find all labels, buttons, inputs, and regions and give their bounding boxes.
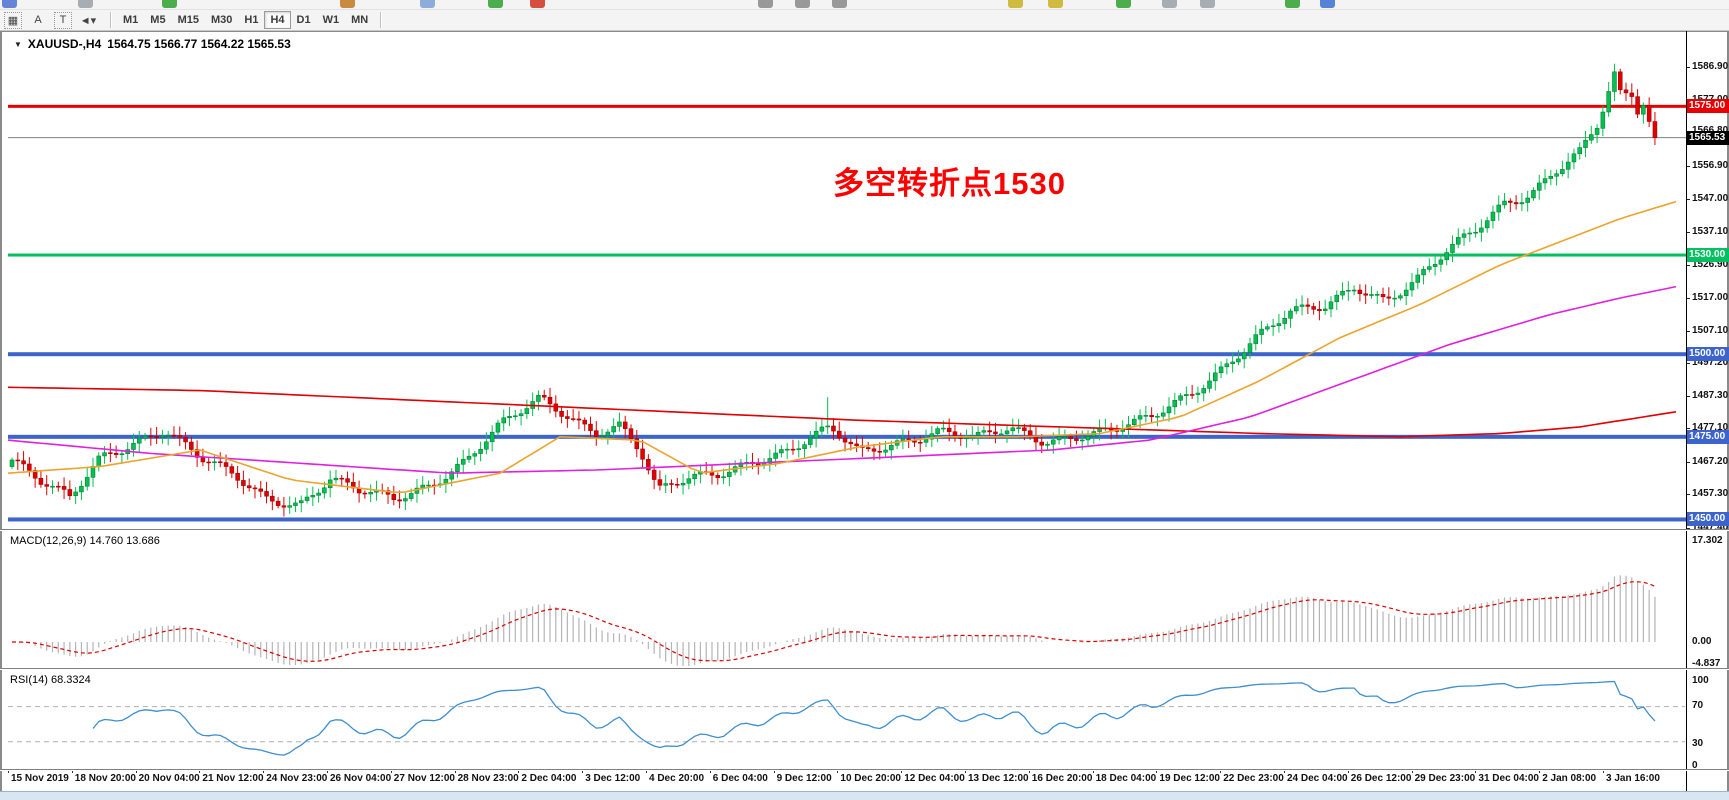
rsi-indicator-label: RSI(14) 68.3324 <box>10 674 91 686</box>
globe-icon[interactable] <box>1320 0 1335 8</box>
timeframe-button-d1[interactable]: D1 <box>291 11 317 29</box>
time-tick-label: 20 Nov 04:00 <box>139 773 200 784</box>
time-tick-label: 16 Dec 20:00 <box>1032 773 1093 784</box>
window-icon[interactable] <box>420 0 435 8</box>
time-tick-label: 12 Dec 04:00 <box>904 773 965 784</box>
time-tick-label: 28 Nov 23:00 <box>458 773 519 784</box>
time-tick-label: 3 Dec 12:00 <box>585 773 640 784</box>
time-tick-label: 31 Dec 04:00 <box>1478 773 1539 784</box>
time-tick-label: 26 Dec 12:00 <box>1351 773 1412 784</box>
time-tick-label: 6 Dec 04:00 <box>713 773 768 784</box>
axis-border <box>1686 31 1687 791</box>
price-tick-label: 1507.10 <box>1692 325 1728 336</box>
indicator-tick-label: 0.00 <box>1692 636 1711 647</box>
time-tick-label: 24 Dec 04:00 <box>1287 773 1348 784</box>
grid-icon[interactable] <box>1116 0 1131 8</box>
time-tick-label: 3 Jan 16:00 <box>1606 773 1660 784</box>
price-badge: 1530.00 <box>1687 248 1729 262</box>
price-tick-label: 1517.00 <box>1692 292 1728 303</box>
macd-panel[interactable] <box>8 531 1686 668</box>
indicator-tick-label: 100 <box>1692 675 1709 686</box>
timeframe-button-w1[interactable]: W1 <box>317 11 346 29</box>
time-tick-label: 2 Jan 08:00 <box>1542 773 1596 784</box>
time-tick-label: 22 Dec 23:00 <box>1223 773 1284 784</box>
chart-title: ▼ XAUUSD-,H4 1564.75 1566.77 1564.22 156… <box>14 37 291 51</box>
autotrade-icon[interactable] <box>488 0 503 8</box>
zoom-icon[interactable] <box>78 0 93 8</box>
timeframe-button-m1[interactable]: M1 <box>117 11 144 29</box>
toolbar-tools-row: ▦AT◄▾ M1M5M15M30H1H4D1W1MN <box>0 10 1729 30</box>
macd-indicator-label: MACD(12,26,9) 14.760 13.686 <box>10 535 160 547</box>
window-bottom-edge <box>0 791 1729 800</box>
timeframe-button-m15[interactable]: M15 <box>172 11 205 29</box>
profile-icon[interactable] <box>340 0 355 8</box>
new-order-icon[interactable] <box>2 0 17 8</box>
add-indicator-icon[interactable] <box>1285 0 1300 8</box>
zoom-in-icon[interactable] <box>1008 0 1023 8</box>
time-tick-label: 24 Nov 23:00 <box>266 773 327 784</box>
stop-icon[interactable] <box>530 0 545 8</box>
time-tick-label: 13 Dec 12:00 <box>968 773 1029 784</box>
timeframe-button-h4[interactable]: H4 <box>264 11 290 29</box>
panel-separator <box>0 769 1729 771</box>
text-label-tool[interactable]: A <box>26 12 50 29</box>
time-tick-label: 15 Nov 2019 <box>11 773 69 784</box>
chart-ohlc-values: 1564.75 1566.77 1564.22 1565.53 <box>107 37 291 51</box>
add-chart-icon[interactable] <box>162 0 177 8</box>
time-tick-label: 27 Nov 12:00 <box>394 773 455 784</box>
zoom-out-icon[interactable] <box>1048 0 1063 8</box>
price-tick-label: 1457.30 <box>1692 488 1728 499</box>
time-tick-label: 19 Dec 12:00 <box>1159 773 1220 784</box>
timeframe-button-h1[interactable]: H1 <box>238 11 264 29</box>
chart-symbol-period: XAUUSD-,H4 <box>28 37 101 51</box>
shapes-arrow-tool[interactable]: ◄▾ <box>76 12 100 29</box>
price-badge: 1475.00 <box>1687 430 1729 444</box>
time-tick-label: 26 Nov 04:00 <box>330 773 391 784</box>
price-badge: 1450.00 <box>1687 512 1729 526</box>
rsi-panel[interactable] <box>8 670 1686 769</box>
line-chart-icon[interactable] <box>832 0 847 8</box>
time-tick-label: 2 Dec 04:00 <box>521 773 576 784</box>
price-tick-label: 1547.00 <box>1692 193 1728 204</box>
candle-chart-icon[interactable] <box>795 0 810 8</box>
price-tick-label: 1487.30 <box>1692 390 1728 401</box>
timeframe-button-mn[interactable]: MN <box>345 11 374 29</box>
price-tick-label: 1586.90 <box>1692 61 1728 72</box>
time-tick-label: 21 Nov 12:00 <box>202 773 263 784</box>
main-price-panel[interactable] <box>8 33 1686 529</box>
time-tick-label: 10 Dec 20:00 <box>840 773 901 784</box>
time-tick-label: 9 Dec 12:00 <box>777 773 832 784</box>
time-tick-label: 18 Dec 04:00 <box>1096 773 1157 784</box>
price-tick-label: 1537.10 <box>1692 226 1728 237</box>
panel-separator[interactable] <box>0 668 1729 670</box>
tile-windows-icon[interactable] <box>1162 0 1177 8</box>
toolbar-icon-strip <box>0 0 1729 10</box>
indicator-tick-label: 30 <box>1692 738 1703 749</box>
indicator-tick-label: 70 <box>1692 700 1703 711</box>
price-badge: 1500.00 <box>1687 347 1729 361</box>
main-toolbar: ▦AT◄▾ M1M5M15M30H1H4D1W1MN <box>0 0 1729 31</box>
bar-chart-icon[interactable] <box>758 0 773 8</box>
price-tick-label: 1556.90 <box>1692 160 1728 171</box>
time-tick-label: 29 Dec 23:00 <box>1415 773 1476 784</box>
indicator-tick-label: 17.302 <box>1692 535 1723 546</box>
toolbar-separator <box>110 12 111 28</box>
time-tick-label: 18 Nov 20:00 <box>75 773 136 784</box>
panel-separator[interactable] <box>0 529 1729 531</box>
text-box-tool[interactable]: T <box>54 12 72 29</box>
chart-text-annotation: 多空转折点1530 <box>833 158 1066 203</box>
cascade-windows-icon[interactable] <box>1200 0 1215 8</box>
price-badge: 1575.00 <box>1687 99 1729 113</box>
snap-grid-tool[interactable]: ▦ <box>4 12 22 29</box>
chevron-down-icon[interactable]: ▼ <box>14 40 22 49</box>
price-badge: 1565.53 <box>1687 131 1729 145</box>
price-tick-label: 1467.20 <box>1692 456 1728 467</box>
time-tick-label: 4 Dec 20:00 <box>649 773 704 784</box>
timeframe-button-m30[interactable]: M30 <box>205 11 238 29</box>
timeframe-button-m5[interactable]: M5 <box>144 11 171 29</box>
toolbar-separator <box>380 12 381 28</box>
